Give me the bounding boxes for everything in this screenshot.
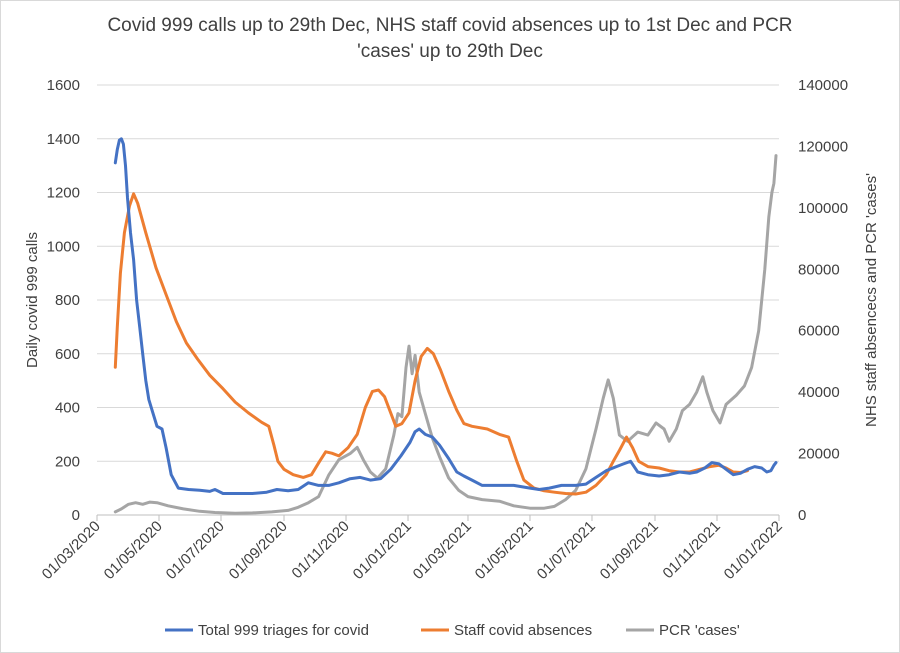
y-right-tick-label: 100000 xyxy=(798,200,848,217)
y-right-tick-label: 40000 xyxy=(798,384,840,401)
legend-item-total-999-triages: Total 999 triages for covid xyxy=(165,622,369,639)
y-left-tick-label: 200 xyxy=(55,453,80,470)
gridlines xyxy=(97,84,779,462)
y-axis-right-title: NHS staff absencecs and PCR 'cases' xyxy=(863,173,880,427)
y-right-tick-label: 140000 xyxy=(798,77,848,94)
y-left-tick-label: 600 xyxy=(55,346,80,363)
legend-label-staff-covid-absences: Staff covid absences xyxy=(454,622,592,639)
y-left-tick-label: 800 xyxy=(55,292,80,309)
axes xyxy=(96,514,780,521)
series-lines xyxy=(113,137,778,515)
legend-item-pcr-cases: PCR 'cases' xyxy=(626,622,740,639)
legend-item-staff-covid-absences: Staff covid absences xyxy=(421,622,592,639)
legend: Total 999 triages for covid Staff covid … xyxy=(165,622,740,639)
y-axis-left-title: Daily covid 999 calls xyxy=(24,232,41,368)
series-line-pcr-cases xyxy=(113,154,778,515)
y-right-tick-label: 20000 xyxy=(798,446,840,463)
chart-title-line-1: Covid 999 calls up to 29th Dec, NHS staf… xyxy=(107,15,792,36)
y-left-tick-label: 400 xyxy=(55,400,80,417)
y-right-tick-label: 60000 xyxy=(798,323,840,340)
series-line-staff-covid-absences xyxy=(113,192,749,496)
legend-label-total-999-triages: Total 999 triages for covid xyxy=(198,622,369,639)
y-left-tick-label: 0 xyxy=(72,507,80,524)
y-left-tick-label: 1000 xyxy=(47,238,80,255)
legend-label-pcr-cases: PCR 'cases' xyxy=(659,622,740,639)
y-left-tick-label: 1600 xyxy=(47,77,80,94)
y-right-tick-label: 120000 xyxy=(798,138,848,155)
y-left-tick-label: 1200 xyxy=(47,185,80,202)
chart-title-line-2: 'cases' up to 29th Dec xyxy=(357,41,543,62)
y-right-tick-label: 80000 xyxy=(798,261,840,278)
y-right-tick-label: 0 xyxy=(798,507,806,524)
y-left-tick-label: 1400 xyxy=(47,131,80,148)
series-line-total-999-triages xyxy=(113,137,778,495)
